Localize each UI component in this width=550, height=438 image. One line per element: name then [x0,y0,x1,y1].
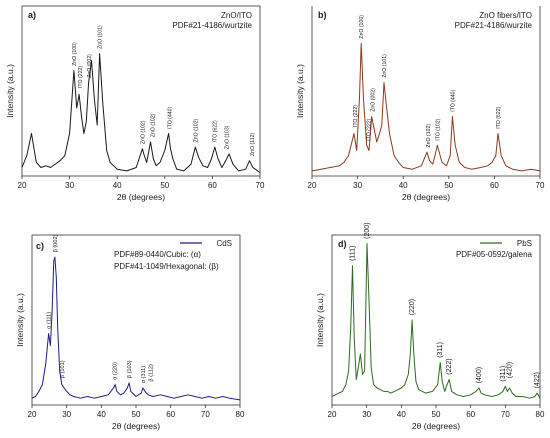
peak-label: (311) [500,366,507,382]
x-axis-label: 2θ (degrees) [412,421,460,431]
series-line [331,243,541,399]
panel-label: b) [318,10,327,20]
peak-label: ITO (222) [367,118,373,140]
peak-label: ITO (222) [78,66,84,88]
x-tick-label: 60 [208,181,217,190]
x-tick-label: 30 [62,410,71,419]
x-tick-label: 20 [328,410,337,419]
legend-note: PDF#21-4186/wurtzite [172,21,252,30]
plot-frame [331,234,541,406]
peak-label: ZnO (112) [250,132,256,156]
x-tick-label: 20 [18,181,27,190]
plot-frame [21,5,261,177]
peak-label: ITO (440) [168,106,174,128]
legend-entry: CdS [216,239,232,248]
chart-panel-3: 20 30 40 50 60 70 80 2θ (degrees) Intensity (a.u… [15,234,245,431]
x-tick-label: 60 [466,410,475,419]
peak-label: ITO (622) [212,120,218,142]
x-tick-label: 40 [397,410,406,419]
x-axis-label: 2θ (degrees) [117,192,165,202]
peak-label: ZnO (102) [193,118,199,142]
y-axis-label: Intensity (a.u.) [295,64,305,118]
x-tick-label: 70 [536,181,545,190]
x-tick-label: 40 [399,181,408,190]
panel-label: c) [36,241,44,251]
peak-label: (220) [409,299,416,315]
x-tick-label: 30 [362,410,371,419]
x-tick-label: 50 [444,181,453,190]
x-tick-label: 20 [308,181,317,190]
peak-label: ZnO (102) [426,124,432,148]
peak-label: ZnO (100) [359,15,365,39]
peak-label: β (103) [127,360,133,378]
peak-label: (111) [349,246,356,261]
legend-entry: ZnO fibers/ITO [479,11,532,20]
chart-panel-2: 20 30 40 50 60 70 2θ (degrees) Intensity (a.u.)… [295,6,545,202]
x-tick-label: 40 [113,181,122,190]
peak-label: ZnO (102) [150,113,156,137]
peak-label: (400) [476,367,483,383]
peak-label: α (311) [141,366,147,384]
peak-label: ZnO (101) [98,25,104,49]
series-line [21,53,261,174]
peak-label: ZnO (101) [382,54,388,78]
legend-entry: PbS [517,239,532,248]
y-axis-label: Intensity (a.u.) [15,293,25,347]
peak-label: ZnO (002) [371,88,377,112]
chart-panel-1: 20 30 40 50 60 70 2θ (degrees) Intensity (a.u.)… [5,5,265,202]
plot-frame [31,234,241,406]
x-tick-label: 50 [432,410,441,419]
x-tick-label: 70 [256,181,265,190]
plot-frame [311,6,541,177]
peak-label: ITO (102) [435,118,441,140]
peak-label: β (002) [53,234,59,252]
panel-label: d) [338,239,347,249]
pdf-reference: PDF#89-0440/Cubic: (α) [114,250,201,259]
peak-label: β (101) [60,360,66,378]
peak-label: (311) [437,342,444,358]
x-tick-label: 80 [536,410,545,419]
panel-label: a) [28,10,36,20]
peak-label: ITO (222) [353,105,359,127]
peak-label: (420) [506,362,513,378]
x-axis-label: 2θ (degrees) [112,421,160,431]
x-tick-label: 40 [97,410,106,419]
x-tick-label: 70 [201,410,210,419]
peak-label: (200) [364,222,371,238]
peak-label: (422) [534,372,541,388]
x-tick-label: 20 [28,410,37,419]
peak-label: (222) [446,358,453,374]
x-tick-label: 60 [166,410,175,419]
peak-label: ZnO (102) [140,120,146,144]
peak-label: α (111) [47,312,53,329]
legend-note: PDF#21-4186/wurzite [455,21,533,30]
x-tick-label: 50 [132,410,141,419]
peak-label: ITO (440) [450,89,456,111]
x-tick-label: 50 [160,181,169,190]
x-tick-label: 60 [490,181,499,190]
y-axis-label: Intensity (a.u.) [5,64,15,118]
legend-entry: ZnO/ITO [221,11,252,20]
peak-label: β (112) [149,364,155,382]
peak-label: ZnO (002) [87,54,93,78]
series-line [31,256,241,401]
legend-note: PDF#05-0592/galena [456,250,533,259]
x-tick-label: 80 [236,410,245,419]
x-axis-label: 2θ (degrees) [402,192,450,202]
peak-label: ZnO (103) [225,125,231,149]
x-tick-label: 70 [501,410,510,419]
x-tick-label: 30 [353,181,362,190]
peak-label: ZnO (100) [72,42,78,66]
y-axis-label: Intensity (a.u.) [315,293,325,347]
chart-panel-4: 20 30 40 50 60 70 80 2θ (degrees) Intensity (a.u… [315,222,545,431]
peak-label: α (220) [113,362,119,380]
series-line [311,42,541,172]
peak-label: ITO (622) [496,106,502,128]
x-tick-label: 30 [65,181,74,190]
pdf-reference: PDF#41-1049/Hexagonal: (β) [114,262,219,271]
